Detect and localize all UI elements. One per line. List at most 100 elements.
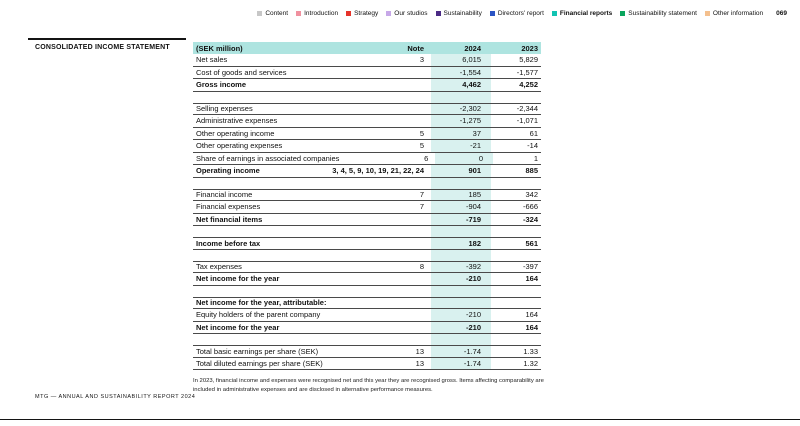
page-title: CONSOLIDATED INCOME STATEMENT: [35, 44, 170, 51]
table-gap-row: [193, 249, 541, 261]
table-header-row: (SEK million) Note 2024 2023: [193, 42, 541, 54]
row-note: 13: [415, 346, 424, 356]
row-value-2024: 4,462: [431, 79, 491, 91]
row-label: Financial income: [196, 190, 253, 200]
row-label: Gross income: [196, 80, 247, 90]
gap-cell: [491, 334, 541, 345]
row-value-2023: -1,071: [516, 116, 538, 126]
column-header-2024: 2024: [464, 43, 481, 53]
nav-item-strategy[interactable]: Strategy: [346, 10, 378, 17]
table-row: Net income for the year -210 164: [193, 321, 541, 334]
gap-cell: [331, 286, 431, 297]
nav-item-content[interactable]: Content: [257, 10, 288, 17]
row-value-2023: 1: [533, 153, 538, 163]
table-row: Income before tax 182 561: [193, 237, 541, 250]
row-value-2024: -1.74: [431, 346, 491, 357]
nav-color-swatch-icon: [257, 11, 263, 16]
row-value-2024: -392: [431, 261, 491, 272]
nav-item-label: Introduction: [304, 10, 339, 17]
row-label: Selling expenses: [196, 104, 253, 114]
table-gap-row: [193, 226, 541, 237]
row-value-2023: -2,344: [516, 104, 538, 114]
gap-cell: [491, 92, 541, 103]
row-note: [331, 214, 431, 226]
nav-color-swatch-icon: [296, 11, 302, 16]
gap-cell: [331, 92, 431, 103]
nav-color-swatch-icon: [620, 11, 626, 16]
nav-item-our-studios[interactable]: Our studios: [386, 10, 428, 17]
row-label: Cost of goods and services: [196, 67, 287, 77]
table-row: Net income for the year -210 164: [193, 273, 541, 286]
nav-item-sustainability-statement[interactable]: Sustainability statement: [620, 10, 697, 17]
nav-color-swatch-icon: [435, 11, 441, 16]
row-value-2024: -1,554: [431, 66, 491, 78]
table-gap-row: [193, 91, 541, 103]
gap-cell: [331, 178, 431, 189]
row-value-2023: [491, 298, 541, 309]
nav-color-swatch-icon: [489, 11, 495, 16]
row-label: Income before tax: [196, 238, 261, 248]
row-note: [331, 104, 431, 115]
table-row: Selling expenses -2,302 -2,344: [193, 102, 541, 115]
row-value-2024: 0: [435, 152, 494, 164]
gap-2024-stripe: [431, 285, 491, 297]
row-note: 7: [419, 202, 424, 212]
gap-2024-stripe: [431, 177, 491, 189]
table-row: Share of earnings in associated companie…: [193, 152, 541, 165]
nav-item-label: Sustainability: [443, 10, 482, 17]
nav-item-label: Financial reports: [559, 10, 613, 17]
table-row: Gross income 4,462 4,252: [193, 79, 541, 92]
row-note: 5: [419, 128, 424, 138]
nav-item-financial-reports[interactable]: Financial reports: [551, 10, 613, 17]
table-row: Tax expenses 8 -392 -397: [193, 260, 541, 273]
row-label: Total diluted earnings per share (SEK): [196, 358, 323, 368]
nav-item-other-information[interactable]: Other information: [704, 10, 764, 17]
row-note: 5: [419, 141, 424, 151]
row-note: [331, 322, 431, 334]
row-value-2023: -666: [522, 202, 538, 212]
gap-cell: [331, 226, 431, 237]
row-note: 3: [419, 55, 424, 65]
nav-item-label: Other information: [712, 10, 764, 17]
table-row: Equity holders of the parent company -210…: [193, 309, 541, 322]
nav-item-label: Directors' report: [497, 10, 544, 17]
table-body: Net sales 3 6,015 5,829 Cost of goods and se…: [193, 54, 541, 370]
nav-item-sustainability[interactable]: Sustainability: [435, 10, 482, 17]
row-value-2023: -324: [522, 214, 538, 224]
row-label: Net income for the year: [196, 322, 280, 332]
row-note: [331, 115, 431, 127]
gap-cell: [331, 334, 431, 345]
row-label: Net income for the year, attributable:: [196, 298, 327, 308]
row-value-2023: 61: [529, 128, 538, 138]
nav-item-label: Strategy: [354, 10, 379, 17]
nav-item-label: Our studios: [394, 10, 428, 17]
row-label: Net income for the year: [196, 274, 280, 284]
page-title-block: CONSOLIDATED INCOME STATEMENT: [28, 38, 186, 51]
row-value-2023: 164: [525, 322, 538, 332]
table-row: Other operating expenses 5 -21 -14: [193, 140, 541, 153]
row-label: Equity holders of the parent company: [196, 310, 321, 320]
column-header-note: Note: [407, 43, 424, 53]
gap-2024-stripe: [431, 226, 491, 237]
row-value-2023: 164: [525, 274, 538, 284]
top-navigation: Content Introduction Strategy Our studios Su…: [257, 10, 787, 17]
row-value-2023: 342: [525, 190, 538, 200]
gap-cell: [193, 92, 331, 103]
table-gap-row: [193, 334, 541, 345]
nav-item-introduction[interactable]: Introduction: [296, 10, 338, 17]
row-note: 3, 4, 5, 9, 10, 19, 21, 22, 24: [332, 166, 424, 176]
row-value-2023: 4,252: [519, 80, 538, 90]
row-value-2024: -719: [431, 213, 491, 225]
row-value-2023: -1,577: [516, 67, 538, 77]
row-value-2023: -397: [522, 262, 538, 272]
row-label: Net sales: [196, 55, 228, 65]
row-value-2024: -210: [431, 273, 491, 285]
nav-item-directors-report[interactable]: Directors' report: [489, 10, 544, 17]
page-number: 069: [776, 10, 787, 17]
row-value-2024: 182: [431, 238, 491, 249]
row-value-2024: -210: [431, 309, 491, 321]
gap-cell: [491, 250, 541, 261]
row-note: 6: [424, 153, 429, 163]
gap-cell: [491, 226, 541, 237]
